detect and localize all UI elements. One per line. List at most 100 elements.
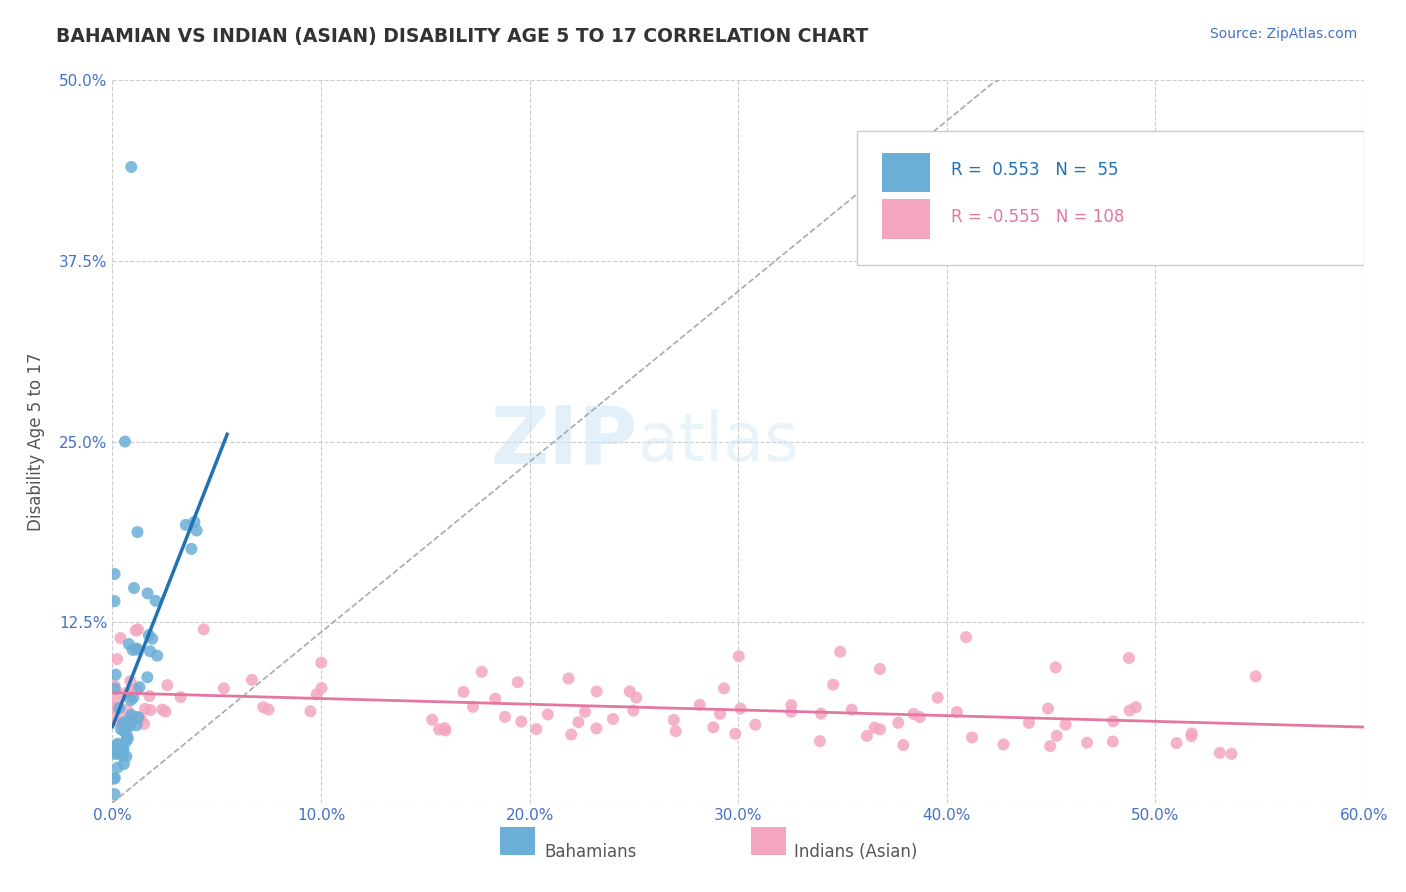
Point [125,718,148,732]
Point [567,715,589,730]
Point [105,652,128,666]
Point [1220,747,1243,761]
Point [602,712,624,726]
Point [103,787,125,801]
Point [104,742,127,756]
Point [1036,701,1059,715]
Point [427,723,450,737]
Point [115,686,138,700]
Point [810,706,832,721]
Point [103,772,125,786]
Point [252,700,274,714]
Point [108,701,131,715]
Point [709,706,731,721]
Point [506,675,529,690]
Point [120,715,142,730]
Text: Indians (Asian): Indians (Asian) [794,843,918,861]
Point [127,623,149,637]
Point [434,723,457,738]
Point [122,682,145,697]
Point [186,524,208,538]
Point [557,672,579,686]
Point [621,704,644,718]
Point [183,515,205,529]
Point [111,716,134,731]
Point [118,637,141,651]
Point [136,670,159,684]
Point [887,715,910,730]
Point [122,581,145,595]
Point [120,707,142,722]
Point [585,722,607,736]
Point [169,690,191,705]
Point [111,749,134,764]
Point [946,705,969,719]
Point [104,681,127,696]
Point [103,679,125,693]
Point [891,738,914,752]
Point [471,665,494,679]
Point [134,717,156,731]
Point [115,729,138,743]
Point [1181,726,1204,740]
Point [105,705,128,719]
Point [311,681,333,695]
Point [903,706,925,721]
Point [1045,660,1067,674]
Point [433,721,456,735]
Point [110,723,132,737]
Point [136,586,159,600]
Point [127,710,149,724]
Point [665,724,688,739]
Point [841,703,863,717]
Point [107,747,129,761]
Point [107,761,129,775]
Point [115,735,138,749]
Point [117,731,139,746]
Point [104,682,127,697]
Point [1209,746,1232,760]
Point [180,541,202,556]
Point [114,713,136,727]
Point [114,434,136,449]
FancyBboxPatch shape [858,131,1364,265]
Point [453,685,475,699]
Point [128,680,150,694]
Point [856,729,879,743]
Point [120,160,142,174]
Point [1118,651,1140,665]
Point [1076,736,1098,750]
Point [585,684,607,698]
Point [727,649,749,664]
Point [299,704,322,718]
Point [420,713,443,727]
Point [145,594,167,608]
Point [112,724,135,739]
Point [240,673,263,687]
Point [139,703,162,717]
Point [702,720,724,734]
Point [1018,715,1040,730]
Point [1125,700,1147,714]
Point [103,771,125,785]
Point [780,698,803,712]
Point [121,709,143,723]
Point [120,674,142,689]
Point [1102,714,1125,729]
Point [174,517,197,532]
Point [118,720,141,734]
Point [212,681,235,696]
Point [146,648,169,663]
FancyBboxPatch shape [882,153,929,193]
Point [105,738,128,752]
Point [993,738,1015,752]
Point [112,743,135,757]
Point [744,717,766,731]
Point [155,705,177,719]
Point [103,567,125,582]
Point [103,700,125,714]
Text: R = -0.555   N = 108: R = -0.555 N = 108 [950,208,1125,227]
Point [863,721,886,735]
Point [110,631,132,645]
Point [121,643,143,657]
